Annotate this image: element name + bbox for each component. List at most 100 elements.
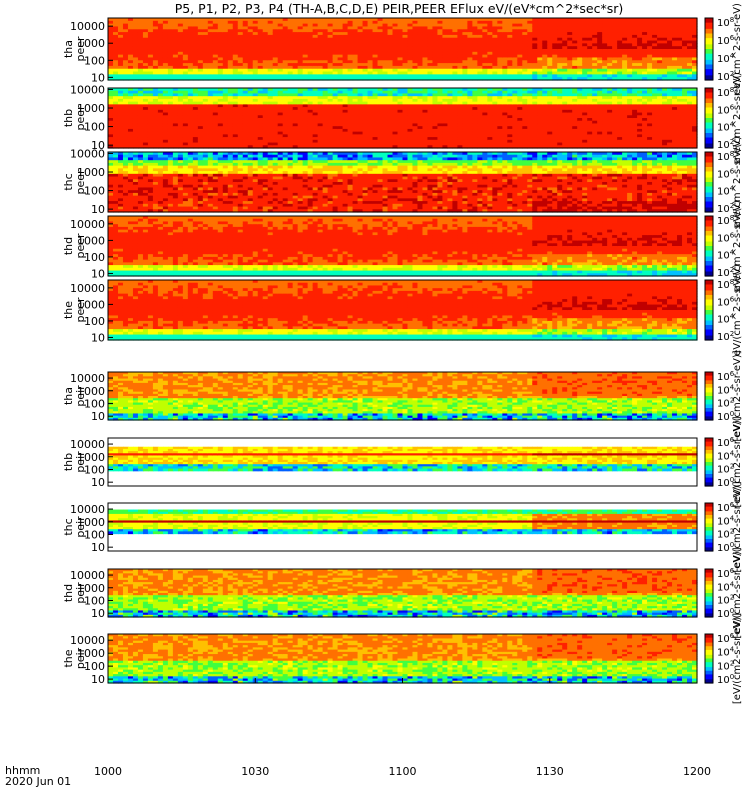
heatmap-cell: [177, 112, 184, 116]
heatmap-cell: [327, 139, 334, 144]
heatmap-cell: [197, 128, 204, 133]
heatmap-cell: [472, 57, 478, 61]
heatmap-cell: [587, 68, 593, 73]
heatmap-cell: [587, 77, 593, 81]
heatmap-cell: [232, 107, 239, 111]
heatmap-cell: [482, 60, 488, 64]
heatmap-cell: [662, 46, 668, 50]
heatmap-cell: [372, 32, 379, 36]
heatmap-cell: [502, 63, 508, 67]
heatmap-cell: [647, 40, 653, 44]
heatmap-cell: [212, 90, 219, 95]
heatmap-cell: [462, 37, 468, 42]
heatmap-cell: [142, 139, 149, 144]
heatmap-cell: [362, 118, 369, 122]
heatmap-cell: [172, 134, 179, 138]
heatmap-cell: [432, 104, 439, 108]
heatmap-cell: [447, 57, 454, 61]
heatmap-cell: [362, 137, 369, 141]
heatmap-cell: [412, 109, 419, 114]
heatmap-cell: [512, 37, 518, 42]
heatmap-cell: [382, 120, 389, 125]
heatmap-cell: [317, 123, 324, 127]
heatmap-cell: [442, 29, 449, 33]
heatmap-cell: [327, 77, 334, 81]
heatmap-cell: [577, 63, 583, 67]
heatmap-cell: [212, 57, 219, 61]
heatmap-cell: [547, 57, 553, 61]
heatmap-cell: [582, 34, 588, 39]
heatmap-cell: [347, 101, 354, 105]
heatmap-cell: [142, 90, 149, 95]
heatmap-cell: [432, 107, 439, 111]
heatmap-cell: [377, 112, 384, 116]
heatmap-cell: [447, 20, 454, 25]
heatmap-cell: [172, 115, 179, 119]
heatmap-cell: [277, 120, 284, 125]
heatmap-cell: [447, 49, 454, 53]
heatmap-cell: [267, 90, 274, 95]
heatmap-cell: [427, 139, 434, 144]
heatmap-cell: [567, 63, 573, 67]
heatmap-cell: [317, 98, 324, 103]
heatmap-cell: [387, 71, 394, 75]
heatmap-cell: [322, 23, 329, 28]
heatmap-cell: [632, 20, 638, 25]
heatmap-cell: [212, 23, 219, 28]
heatmap-cell: [297, 57, 304, 61]
heatmap-cell: [527, 63, 533, 67]
heatmap-cell: [292, 115, 299, 119]
heatmap-cell: [387, 96, 394, 100]
heatmap-cell: [322, 131, 329, 135]
heatmap-cell: [402, 68, 409, 73]
heatmap-cell: [457, 68, 463, 73]
heatmap-cell: [437, 20, 444, 25]
heatmap-cell: [372, 93, 379, 97]
heatmap-cell: [357, 120, 364, 125]
heatmap-cell: [377, 74, 384, 78]
heatmap-cell: [522, 63, 528, 67]
heatmap-cell: [312, 104, 319, 108]
heatmap-cell: [108, 101, 114, 105]
heatmap-cell: [462, 46, 468, 50]
heatmap-cell: [502, 68, 508, 73]
heatmap-cell: [297, 96, 304, 100]
heatmap-cell: [142, 20, 149, 25]
heatmap-cell: [612, 32, 618, 36]
heatmap-cell: [142, 23, 149, 28]
colorbar-segment: [705, 19, 713, 22]
heatmap-cell: [282, 32, 289, 36]
heatmap-cell: [492, 20, 498, 25]
heatmap-cell: [577, 29, 583, 33]
heatmap-cell: [117, 34, 124, 39]
heatmap-cell: [342, 109, 349, 114]
heatmap-cell: [242, 107, 249, 111]
heatmap-cell: [372, 77, 379, 81]
heatmap-cell: [567, 65, 573, 70]
heatmap-cell: [237, 68, 244, 73]
heatmap-cell: [527, 51, 533, 56]
heatmap-cell: [412, 101, 419, 105]
heatmap-cell: [682, 32, 688, 36]
heatmap-cell: [377, 20, 384, 25]
heatmap-cell: [247, 43, 254, 47]
heatmap-cell: [547, 34, 553, 39]
heatmap-cell: [407, 74, 414, 78]
heatmap-cell: [332, 142, 339, 146]
heatmap-cell: [427, 57, 434, 61]
heatmap-cell: [342, 115, 349, 119]
heatmap-cell: [157, 118, 164, 122]
heatmap-cell: [147, 128, 154, 133]
heatmap-cell: [582, 26, 588, 30]
heatmap-cell: [547, 77, 553, 81]
heatmap-cell: [647, 60, 653, 64]
heatmap-cell: [537, 26, 543, 30]
heatmap-cell: [302, 98, 309, 103]
heatmap-cell: [627, 68, 633, 73]
heatmap-cell: [212, 93, 219, 97]
heatmap-cell: [437, 23, 444, 28]
heatmap-cell: [597, 63, 603, 67]
heatmap-cell: [287, 40, 294, 44]
heatmap-cell: [137, 37, 144, 42]
heatmap-cell: [402, 23, 409, 28]
